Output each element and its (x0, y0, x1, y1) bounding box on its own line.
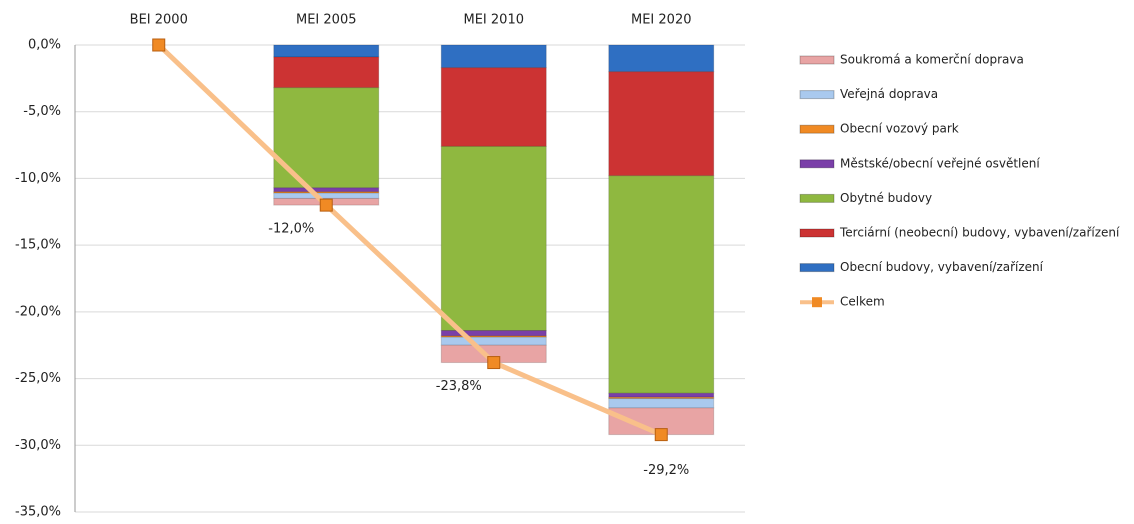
legend-swatch (799, 124, 835, 134)
y-tick-label: -5,0% (23, 104, 61, 119)
bar-segment (440, 145, 547, 332)
y-tick-label: -15,0% (15, 238, 61, 253)
bar-segment (440, 336, 547, 346)
legend-swatch (799, 55, 835, 65)
legend-marker (812, 297, 822, 308)
y-tick-label: -20,0% (15, 304, 61, 319)
y-tick-label: 0,0% (28, 38, 61, 53)
bar-segment (273, 44, 380, 58)
marker (487, 356, 501, 370)
bar-segment (608, 398, 715, 409)
legend-swatch (799, 193, 835, 203)
legend-swatch (799, 159, 835, 169)
legend-label: Obytné budovy (840, 191, 932, 205)
marker (654, 428, 668, 442)
bar-segment (273, 187, 380, 193)
legend-label: Obecní budovy, vybavení/zařízení (840, 260, 1044, 274)
y-tick-label: -35,0% (15, 505, 61, 520)
bar-segment (608, 71, 715, 177)
bar-segment (608, 44, 715, 73)
legend-label: Terciární (neobecní) budovy, vybavení/za… (839, 226, 1120, 240)
x-tick-label: BEI 2000 (130, 13, 188, 28)
line (157, 43, 663, 437)
bar-segment (273, 56, 380, 89)
y-tick-label: -25,0% (15, 371, 61, 386)
y-tick-label: -10,0% (15, 171, 61, 186)
legend-label: Soukromá a komerční doprava (840, 53, 1024, 67)
legend-swatch (799, 228, 835, 238)
bar-segment (273, 192, 380, 199)
x-tick-label: MEI 2020 (631, 13, 691, 28)
legend-label: Městské/obecní veřejné osvětlení (840, 156, 1040, 170)
legend-swatch (799, 90, 835, 100)
x-tick-label: MEI 2010 (464, 13, 524, 28)
bar-segment (440, 44, 547, 69)
legend-label: Celkem (840, 295, 885, 309)
y-tick-label: -30,0% (15, 438, 61, 453)
data-label: -23,8% (436, 379, 482, 394)
legend-swatch (799, 263, 835, 273)
legend-label: Veřejná doprava (840, 87, 938, 101)
legend-label: Obecní vozový park (840, 122, 959, 136)
x-tick-label: MEI 2005 (296, 13, 356, 28)
bar-segment (440, 67, 547, 147)
bar-segment (608, 392, 715, 398)
bar-segment (608, 175, 715, 394)
marker (152, 38, 166, 52)
data-label: -12,0% (268, 222, 314, 237)
marker (319, 198, 333, 212)
bar-segment (440, 330, 547, 337)
data-label: -29,2% (643, 463, 689, 478)
